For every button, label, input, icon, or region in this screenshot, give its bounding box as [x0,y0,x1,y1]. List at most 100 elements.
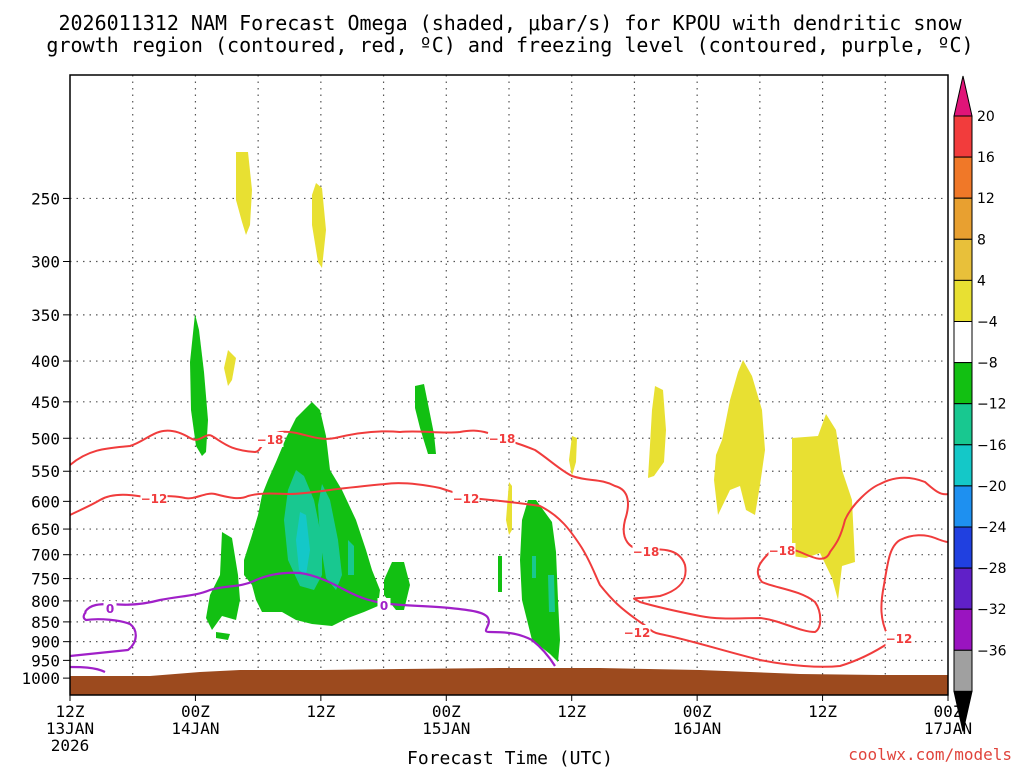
omega-cyan-core [296,512,310,575]
contour-zero-sfc [69,665,106,674]
x-tick-label: 12Z [808,702,837,721]
y-axis-ticks: 2503003504004505005506006507007508008509… [21,189,70,688]
contour-label-bg [488,431,516,446]
colorbar-segment [953,197,973,240]
omega-teal-region-2 [318,484,342,590]
colorbar-label: −20 [977,479,1007,495]
ground-terrain [70,668,948,695]
colorbar-segment [953,649,973,692]
colorbar-segment [953,485,973,528]
contour-label-bg [256,432,284,447]
y-tick-label: 400 [31,352,60,371]
y-tick-label: 750 [31,570,60,589]
x-tick-label: 12Z [306,702,335,721]
contour-label: −12 [886,632,913,646]
contour-label-bg [377,598,391,613]
y-tick-label: 650 [31,520,60,539]
x-tick-label: 13JAN [46,719,94,738]
omega-yellow-region-2 [312,183,326,268]
colorbar-bottom-arrow [953,690,973,732]
colorbar-segment [953,156,973,199]
y-tick-label: 1000 [21,669,60,688]
y-tick-label: 900 [31,633,60,652]
contour-label-bg [632,544,660,559]
freezing-level-contours [69,571,556,674]
omega-green-region-2 [415,384,436,454]
colorbar-segment [953,321,973,364]
omega-teal-region-4 [548,575,555,612]
omega-green-region-8 [520,500,560,662]
omega-teal-region-5 [532,556,536,578]
contour-label-bg [103,601,117,616]
contour-minus12-west [69,482,891,668]
colorbar-label: −24 [977,520,1007,536]
colorbar-label: 12 [977,191,995,207]
contour-label: 0 [380,599,388,613]
colorbar-segment [953,238,973,281]
colorbar-segment [953,403,973,446]
omega-yellow-region-8 [792,414,855,600]
omega-yellow-region-3 [224,350,236,386]
y-tick-label: 450 [31,393,60,412]
x-tick-label: 14JAN [171,719,219,738]
x-tick-label: 15JAN [422,719,470,738]
x-tick-label: 2026 [51,736,90,755]
credit-text: coolwx.com/models [848,745,1012,764]
y-tick-label: 850 [31,613,60,632]
colorbar-top-arrow [953,75,973,117]
y-tick-label: 600 [31,492,60,511]
colorbar-segment [953,444,973,487]
y-tick-label: 250 [31,189,60,208]
contour-label: −18 [489,432,516,446]
colorbar-label: 8 [977,232,986,248]
colorbar-segment [953,608,973,651]
contour-label-bg [623,625,651,640]
colorbar-segment [953,526,973,569]
contour-label: −12 [141,492,168,506]
contour-label: −18 [633,545,660,559]
chart-title-line1: 2026011312 NAM Forecast Omega (shaded, μ… [58,11,962,35]
contour-label-bg [768,543,796,558]
colorbar-segment [953,279,973,322]
y-tick-label: 700 [31,546,60,565]
contour-zero-main [84,571,556,667]
omega-teal-region-3 [348,540,354,575]
x-axis-label: Forecast Time (UTC) [407,748,613,768]
colorbar-label: 20 [977,109,995,125]
plot-border [69,74,949,696]
contour-labels: −18 −18 −18 −18 −12 −12 −12 −12 0 0 [103,431,913,646]
contour-minus18-east [487,437,949,634]
x-tick-label: 12Z [56,702,85,721]
x-tick-label: 12Z [557,702,586,721]
contour-label: −18 [257,433,284,447]
colorbar-label: −8 [977,356,998,372]
y-tick-label: 800 [31,592,60,611]
colorbar: 20 16 12 8 4 −4 −8 −12 −16 −20 −24 −28 −32 −36 [953,75,1007,732]
x-tick-label: 00Z [432,702,461,721]
contour-label-bg [452,491,480,506]
x-tick-label: 00Z [934,702,963,721]
y-tick-label: 500 [31,429,60,448]
omega-green-region-4 [206,532,240,630]
contour-zero-west [69,611,137,658]
omega-green-region-1 [190,314,208,456]
y-tick-label: 300 [31,253,60,272]
colorbar-segment [953,567,973,610]
contour-label-bg [885,631,913,646]
omega-yellow-region-7 [714,360,765,515]
contour-label-bg [140,491,168,506]
colorbar-label: −36 [977,643,1007,659]
contour-minus12-east [880,534,949,637]
chart-title-line2: growth region (contoured, red, ºC) and f… [46,33,973,57]
y-tick-label: 350 [31,306,60,325]
omega-yellow-region-4 [569,436,577,476]
x-tick-label: 00Z [181,702,210,721]
contour-label: −18 [769,544,796,558]
colorbar-label: −16 [977,438,1007,454]
omega-yellow-region-1 [236,152,252,235]
x-tick-label: 00Z [683,702,712,721]
omega-green-region-7 [498,556,502,592]
colorbar-label: 4 [977,273,986,289]
